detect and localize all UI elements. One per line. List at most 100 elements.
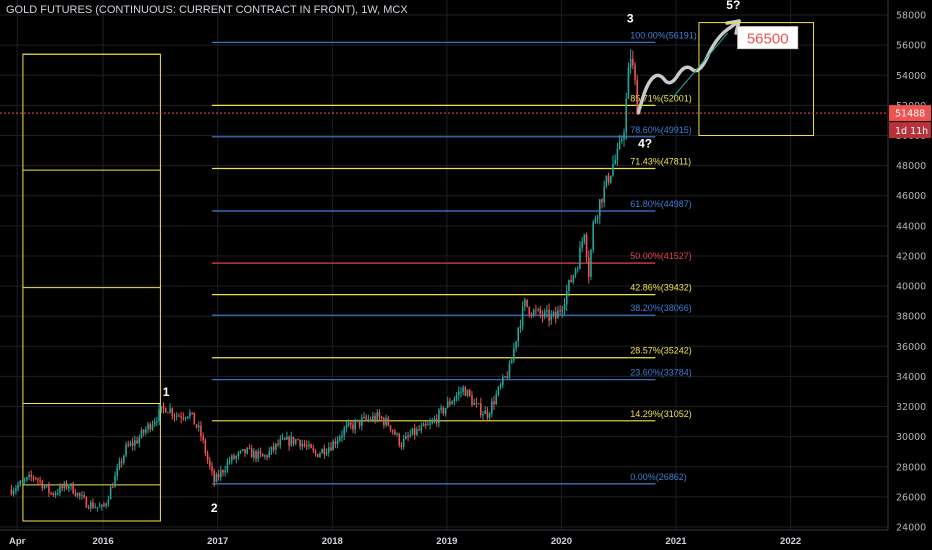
countdown-label: 1d 11h bbox=[895, 126, 928, 137]
y-tick-label: 54000 bbox=[896, 71, 926, 82]
candle-body bbox=[173, 415, 176, 417]
candle-body bbox=[546, 310, 548, 312]
candle-body bbox=[579, 247, 581, 269]
y-tick-label: 28000 bbox=[896, 462, 926, 473]
candle-body bbox=[475, 403, 478, 405]
candle-body bbox=[250, 448, 253, 458]
candle-body bbox=[158, 409, 160, 422]
candle-body bbox=[519, 325, 522, 328]
candle-body bbox=[10, 489, 13, 495]
price-tag-label: 51488 bbox=[895, 109, 925, 120]
candle-body bbox=[499, 384, 502, 387]
candle-body bbox=[616, 148, 619, 160]
candle-body bbox=[45, 484, 48, 487]
candle-body bbox=[160, 406, 163, 410]
candle-body bbox=[231, 455, 233, 462]
candle-body bbox=[294, 439, 297, 444]
y-tick-label: 46000 bbox=[896, 191, 926, 202]
candle-body bbox=[446, 401, 449, 409]
trend-line bbox=[673, 32, 728, 97]
candle-body bbox=[374, 416, 376, 421]
candle-body bbox=[65, 482, 68, 489]
candle-body bbox=[418, 429, 420, 431]
candle-body bbox=[457, 391, 460, 396]
candle-body bbox=[112, 487, 114, 489]
candle-body bbox=[275, 443, 277, 450]
candle-body bbox=[312, 448, 315, 451]
candle-body bbox=[440, 407, 442, 410]
candle-body bbox=[30, 474, 33, 477]
candle-body bbox=[281, 437, 284, 440]
y-tick-label: 42000 bbox=[896, 251, 926, 262]
candle-body bbox=[402, 439, 405, 447]
candle-body bbox=[334, 441, 337, 445]
target-box bbox=[737, 26, 799, 50]
candle-body bbox=[140, 429, 143, 438]
candle-body bbox=[87, 507, 90, 509]
candle-body bbox=[226, 461, 229, 471]
candle-body bbox=[239, 450, 242, 453]
candle-body bbox=[136, 440, 138, 444]
candle-body bbox=[32, 476, 35, 478]
candle-body bbox=[50, 492, 52, 494]
candle-body bbox=[607, 175, 610, 183]
candle-body bbox=[336, 440, 339, 445]
candle-body bbox=[576, 268, 579, 270]
candle-body bbox=[358, 419, 361, 426]
candle-body bbox=[383, 418, 385, 426]
candle-body bbox=[283, 437, 286, 440]
candle-body bbox=[19, 481, 22, 486]
candle-body bbox=[596, 216, 599, 219]
candle-body bbox=[369, 419, 372, 421]
candle-body bbox=[570, 279, 572, 283]
x-axis: Apr 2016 2017 2018 2019 2020 2021 2022 bbox=[0, 529, 888, 547]
candle-body bbox=[444, 408, 447, 414]
candle-body bbox=[72, 483, 74, 494]
candle-body bbox=[308, 444, 310, 447]
candle-body bbox=[83, 495, 85, 498]
candle-body bbox=[614, 159, 617, 164]
x-tick-label: 2022 bbox=[780, 536, 801, 547]
candle-body bbox=[325, 452, 328, 455]
candle-body bbox=[391, 429, 394, 432]
y-tick-label: 40000 bbox=[896, 282, 926, 293]
candle-body bbox=[438, 409, 440, 424]
candle-body bbox=[103, 504, 105, 507]
candle-body bbox=[343, 428, 345, 436]
wave-label: 3 bbox=[627, 12, 634, 26]
candle-body bbox=[279, 439, 282, 445]
x-tick-label: 2019 bbox=[436, 536, 457, 547]
candle-body bbox=[502, 376, 504, 385]
y-tick-label: 38000 bbox=[896, 312, 926, 323]
candle-body bbox=[127, 444, 130, 446]
candle-body bbox=[330, 447, 332, 451]
candle-body bbox=[435, 418, 438, 424]
candle-body bbox=[162, 406, 165, 409]
price-tag-box bbox=[889, 105, 931, 122]
candle-body bbox=[493, 401, 495, 405]
candle-body bbox=[327, 447, 330, 453]
candle-body bbox=[54, 493, 57, 495]
candle-body bbox=[316, 453, 319, 458]
candle-body bbox=[491, 401, 493, 414]
candle-body bbox=[151, 424, 154, 430]
candle-body bbox=[464, 387, 467, 396]
candle-body bbox=[537, 308, 539, 310]
candle-body bbox=[37, 478, 39, 481]
candle-body bbox=[539, 308, 542, 314]
candle-body bbox=[301, 443, 304, 447]
candle-body bbox=[319, 453, 321, 458]
fib-level-label: 78.60%(49915) bbox=[630, 125, 692, 135]
candle-body bbox=[568, 279, 570, 292]
y-tick-label: 24000 bbox=[896, 522, 926, 533]
candle-body bbox=[321, 448, 323, 454]
candle-body bbox=[213, 470, 215, 483]
candle-body bbox=[153, 421, 156, 425]
candle-body bbox=[208, 460, 211, 466]
wave-label: 1 bbox=[163, 385, 170, 399]
fib-level-label: 42.86%(39432) bbox=[630, 283, 692, 293]
candle-body bbox=[76, 492, 79, 496]
candle-body bbox=[495, 394, 498, 405]
candle-body bbox=[561, 309, 564, 312]
x-tick-label: 2021 bbox=[665, 536, 687, 547]
